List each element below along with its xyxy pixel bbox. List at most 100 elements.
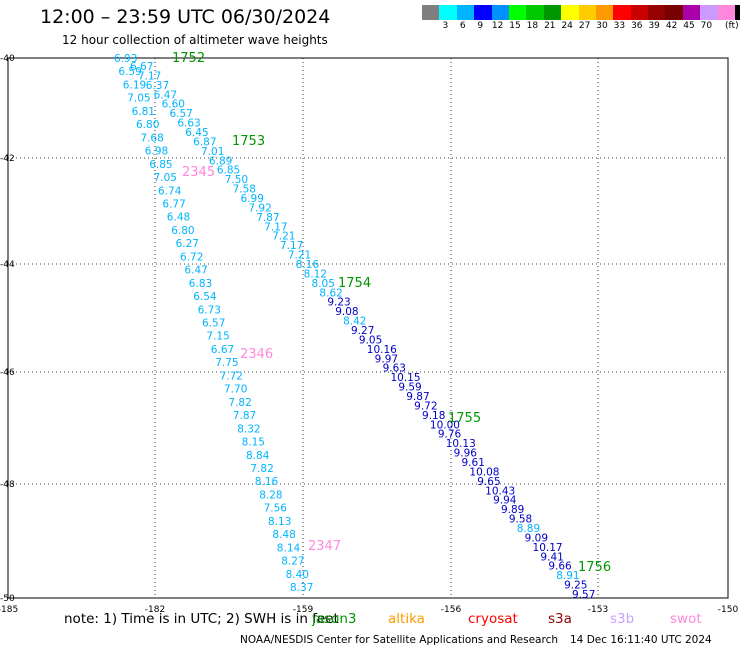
color-legend-label: 24 bbox=[561, 21, 573, 31]
wave-height-value: 8.48 bbox=[272, 529, 295, 541]
wave-height-value: 7.17 bbox=[280, 240, 303, 252]
x-tick-label: -185 bbox=[0, 605, 18, 615]
wave-height-value: 8.12 bbox=[304, 268, 327, 280]
wave-height-value: 7.21 bbox=[288, 250, 311, 262]
generation-timestamp: 14 Dec 16:11:40 UTC 2024 bbox=[570, 634, 712, 646]
footer-note: note: 1) Time is in UTC; 2) SWH is in fe… bbox=[64, 611, 339, 627]
wave-height-value: 8.15 bbox=[242, 437, 265, 449]
wave-height-value: 8.40 bbox=[286, 569, 309, 581]
wave-height-value: 8.32 bbox=[237, 423, 260, 435]
color-swatch bbox=[613, 5, 631, 20]
wave-height-value: 8.27 bbox=[281, 556, 304, 568]
color-legend-label: 6 bbox=[459, 21, 466, 31]
wave-height-value: 6.47 bbox=[154, 89, 177, 101]
x-tick-label: -150 bbox=[718, 605, 739, 615]
satellite-legend-item: swot bbox=[670, 611, 702, 627]
wave-height-value: 9.08 bbox=[335, 306, 358, 318]
wave-height-value: 6.85 bbox=[149, 159, 172, 171]
wave-height-value: 7.01 bbox=[201, 146, 224, 158]
wave-height-value: 8.42 bbox=[343, 316, 366, 328]
wave-height-value: 10.15 bbox=[390, 372, 420, 384]
wave-height-value: 8.13 bbox=[268, 516, 291, 528]
color-legend-label: 21 bbox=[544, 21, 556, 31]
wave-height-value: 6.57 bbox=[169, 108, 192, 120]
wave-height-value: 6.45 bbox=[185, 127, 208, 139]
color-legend-label: 36 bbox=[631, 21, 643, 31]
x-tick-label: -182 bbox=[145, 605, 165, 615]
wave-height-value: 9.41 bbox=[540, 551, 563, 563]
wave-height-value: 7.68 bbox=[140, 132, 163, 144]
wave-height-value: 9.72 bbox=[414, 400, 437, 412]
color-swatch bbox=[630, 5, 649, 20]
color-legend-label: 70 bbox=[700, 21, 713, 31]
wave-height-value: 9.09 bbox=[525, 532, 548, 544]
wave-height-value: 9.59 bbox=[398, 382, 421, 394]
wave-height-value: 7.15 bbox=[206, 331, 229, 343]
wave-height-value: 7.05 bbox=[127, 93, 150, 105]
color-swatch bbox=[422, 5, 440, 20]
color-swatch bbox=[439, 5, 457, 20]
wave-height-value: 6.27 bbox=[176, 238, 199, 250]
wave-height-value: 6.85 bbox=[217, 165, 240, 177]
x-tick-label: -153 bbox=[588, 605, 608, 615]
color-swatch bbox=[648, 5, 666, 20]
wave-height-value: 6.87 bbox=[193, 136, 216, 148]
wave-height-value: 7.05 bbox=[154, 172, 177, 184]
wave-height-value: 7.92 bbox=[248, 202, 271, 214]
wave-height-value: 9.23 bbox=[327, 297, 350, 309]
wave-height-value: 9.27 bbox=[351, 325, 374, 337]
wave-height-value: 7.87 bbox=[256, 212, 279, 224]
wave-height-value: 6.73 bbox=[198, 304, 221, 316]
satellite-legend-item: s3a bbox=[548, 611, 572, 627]
wave-height-value: 6.81 bbox=[132, 106, 155, 118]
wave-height-value: 8.16 bbox=[296, 259, 320, 271]
color-swatch bbox=[456, 5, 475, 20]
wave-height-value: 9.18 bbox=[422, 410, 445, 422]
color-legend-label: 30 bbox=[596, 21, 608, 31]
color-legend-label: 27 bbox=[578, 21, 591, 31]
wave-height-value: 6.93 bbox=[114, 53, 137, 65]
y-tick-label: -44 bbox=[0, 260, 15, 270]
wave-height-value: 7.70 bbox=[224, 384, 247, 396]
wave-height-value: 9.65 bbox=[477, 476, 500, 488]
track-time-label: 1754 bbox=[338, 276, 371, 291]
wave-height-value: 7.87 bbox=[233, 410, 256, 422]
wave-height-value: 10.08 bbox=[469, 466, 499, 478]
map-title: 12:00 – 23:59 UTC 06/30/2024 bbox=[40, 6, 331, 28]
color-legend-label: 15 bbox=[509, 21, 521, 31]
track-time-label: 1753 bbox=[232, 134, 265, 149]
wave-height-value: 9.97 bbox=[375, 353, 398, 365]
color-legend-label: 33 bbox=[613, 21, 626, 31]
color-legend-unit: (ft) bbox=[725, 21, 739, 31]
wave-height-value: 7.72 bbox=[220, 370, 243, 382]
wave-height-value: 8.89 bbox=[517, 523, 540, 535]
wave-height-value: 9.63 bbox=[383, 363, 406, 375]
wave-height-value: 6.77 bbox=[162, 198, 185, 210]
y-tick-label: -40 bbox=[0, 54, 15, 64]
wave-height-value: 7.82 bbox=[228, 397, 251, 409]
y-tick-label: -42 bbox=[0, 154, 15, 164]
wave-height-value: 8.28 bbox=[259, 489, 282, 501]
wave-height-value: 9.76 bbox=[438, 429, 462, 441]
color-swatch bbox=[682, 5, 701, 20]
color-swatch bbox=[595, 5, 614, 20]
color-swatch bbox=[735, 5, 740, 20]
wave-height-value: 6.63 bbox=[177, 118, 200, 130]
wave-height-value: 9.05 bbox=[359, 334, 382, 346]
color-legend-label: 12 bbox=[491, 21, 504, 31]
wave-height-value: 8.91 bbox=[556, 570, 579, 582]
color-swatch bbox=[700, 5, 718, 20]
color-legend bbox=[422, 5, 740, 20]
x-tick-label: -159 bbox=[293, 605, 314, 615]
wave-height-value: 9.96 bbox=[454, 448, 478, 460]
wave-height-value: 7.56 bbox=[264, 503, 288, 515]
wave-height-value: 10.43 bbox=[485, 485, 515, 497]
wave-height-value: 9.57 bbox=[572, 589, 595, 601]
color-swatch bbox=[578, 5, 596, 20]
wave-height-value: 8.05 bbox=[312, 278, 335, 290]
wave-height-value: 8.84 bbox=[246, 450, 270, 462]
wave-height-value: 10.16 bbox=[367, 344, 397, 356]
wave-height-value: 6.80 bbox=[171, 225, 194, 237]
credit-line: NOAA/NESDIS Center for Satellite Applica… bbox=[240, 634, 558, 646]
wave-height-value: 9.25 bbox=[564, 580, 587, 592]
